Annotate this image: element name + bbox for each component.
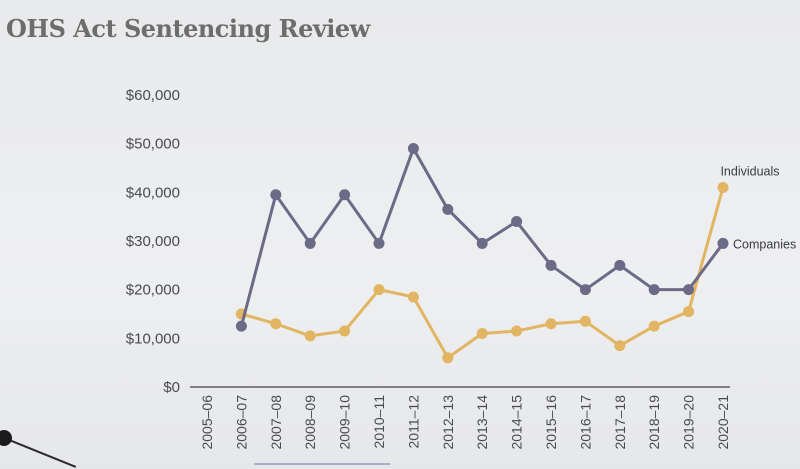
data-point-individuals [339,325,351,337]
x-tick-label: 2015–16 [543,395,559,450]
data-point-individuals [407,291,419,303]
data-point-individuals [648,320,660,332]
y-tick-label: $0 [163,379,180,396]
data-point-companies [717,237,729,249]
data-point-companies [373,237,385,249]
data-point-companies [614,259,626,271]
y-tick-label: $20,000 [126,282,180,299]
data-point-individuals [579,315,591,327]
data-point-individuals [717,181,729,193]
x-tick-label: 2006–07 [233,395,249,450]
x-axis: 2005–06 2006–07 2007–08 2008–09 2009–10 2010–… [190,386,731,450]
data-point-companies [476,237,488,249]
x-tick-label: 2011–12 [405,395,421,449]
data-point-individuals [373,284,385,296]
series-line-companies [239,147,725,328]
data-point-individuals [614,340,626,352]
x-tick-label: 2007–08 [268,395,284,450]
x-tick-label: 2014–15 [509,395,525,450]
x-tick-label: 2008–09 [302,395,318,450]
y-tick-label: $60,000 [126,87,180,104]
page-title: OHS Act Sentencing Review [6,14,370,43]
data-point-companies [304,237,316,249]
data-point-individuals [511,325,523,337]
x-tick-label: 2009–10 [337,395,353,450]
series-label-companies: Companies [733,237,796,251]
x-tick-label: 2018–19 [646,395,662,450]
data-point-companies [579,284,591,296]
data-point-companies [235,320,247,332]
x-tick-label: 2016–17 [577,395,593,450]
slide-underline [254,463,390,465]
data-point-individuals [270,318,282,330]
x-tick-label: 2012–13 [440,395,456,450]
data-point-companies [442,203,454,215]
series-layer: Companies Individuals [235,143,796,364]
series-label-individuals: Individuals [720,164,779,178]
y-tick-label: $10,000 [126,330,180,347]
data-point-companies [648,284,660,296]
data-point-companies [683,284,695,296]
data-point-companies [545,259,557,271]
x-tick-label: 2020–21 [715,395,731,450]
y-tick-label: $40,000 [126,184,180,201]
x-tick-label: 2010–11 [371,395,387,449]
data-point-companies [407,143,419,155]
data-point-individuals [476,327,488,339]
data-point-individuals [545,318,557,330]
data-point-companies [270,189,282,201]
y-tick-label: $50,000 [126,136,180,153]
x-tick-label: 2013–14 [474,395,490,450]
laser-pointer-dot [0,430,12,446]
x-tick-label: 2019–20 [681,395,697,450]
data-point-individuals [304,330,316,342]
data-point-companies [339,189,351,201]
x-tick-label: 2005–06 [199,395,215,450]
y-axis: $0 $10,000 $20,000 $30,000 $40,000 $50,000 $60… [126,87,180,396]
y-tick-label: $30,000 [126,233,180,250]
data-point-individuals [442,352,454,364]
x-tick-label: 2017–18 [612,395,628,450]
data-point-individuals [683,306,695,318]
data-point-companies [511,216,523,228]
